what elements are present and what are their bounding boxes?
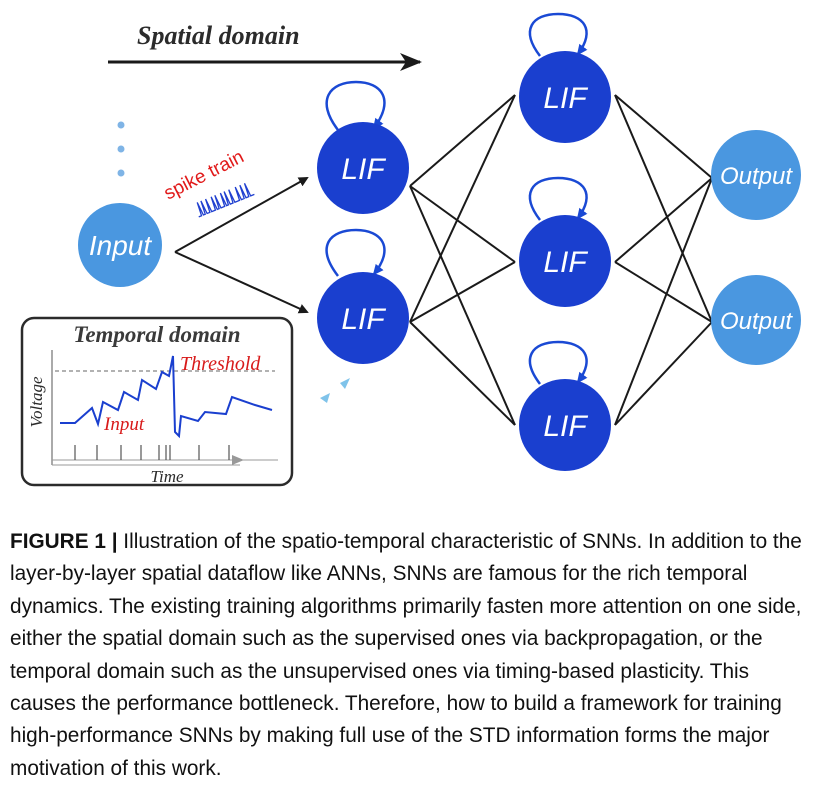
lif-node-h1-bottom: LIF — [317, 228, 409, 364]
continuation-triangles — [320, 378, 350, 403]
spike-train-glyph — [196, 182, 255, 218]
lif-node-label: LIF — [543, 246, 588, 279]
figure-caption: FIGURE 1 | Illustration of the spatio-te… — [10, 526, 816, 785]
temporal-domain-box: Temporal domain Threshold Input Voltage … — [20, 316, 294, 487]
input-spike-ticks — [74, 445, 230, 460]
caption-text: Illustration of the spatio-temporal char… — [10, 530, 802, 780]
threshold-label: Threshold — [180, 353, 261, 375]
lif-node-h2-middle: LIF — [519, 176, 611, 307]
lif-node-h2-bottom: LIF — [519, 340, 611, 471]
output-node-top: Output — [711, 130, 801, 220]
output-node-bottom: Output — [711, 275, 801, 365]
edges-input-to-hidden — [174, 177, 309, 314]
lif-node-label: LIF — [341, 153, 386, 186]
time-axis-label: Time — [150, 467, 184, 486]
temporal-domain-title: Temporal domain — [73, 322, 240, 347]
temporal-input-label: Input — [103, 414, 145, 435]
lif-node-h1-top: LIF — [317, 80, 409, 214]
edges-hidden2-to-output — [614, 94, 713, 426]
input-node-label: Input — [89, 230, 152, 261]
lif-node-label: LIF — [543, 82, 588, 115]
ellipsis-dots — [117, 121, 125, 177]
output-node-label: Output — [720, 308, 793, 335]
lif-node-label: LIF — [543, 410, 588, 443]
input-node: Input — [78, 203, 162, 287]
output-node-label: Output — [720, 163, 793, 190]
lif-node-label: LIF — [341, 303, 386, 336]
lif-node-h2-top: LIF — [519, 12, 611, 143]
snn-diagram: Spatial domain Input spike train — [20, 12, 801, 487]
spatial-domain-label: Spatial domain — [137, 21, 300, 50]
voltage-trace — [60, 355, 273, 439]
caption-label: FIGURE 1 | — [10, 530, 118, 553]
edges-hidden1-to-hidden2 — [409, 94, 516, 426]
spike-train-label: spike train — [161, 146, 248, 204]
voltage-axis-label: Voltage — [27, 376, 46, 427]
